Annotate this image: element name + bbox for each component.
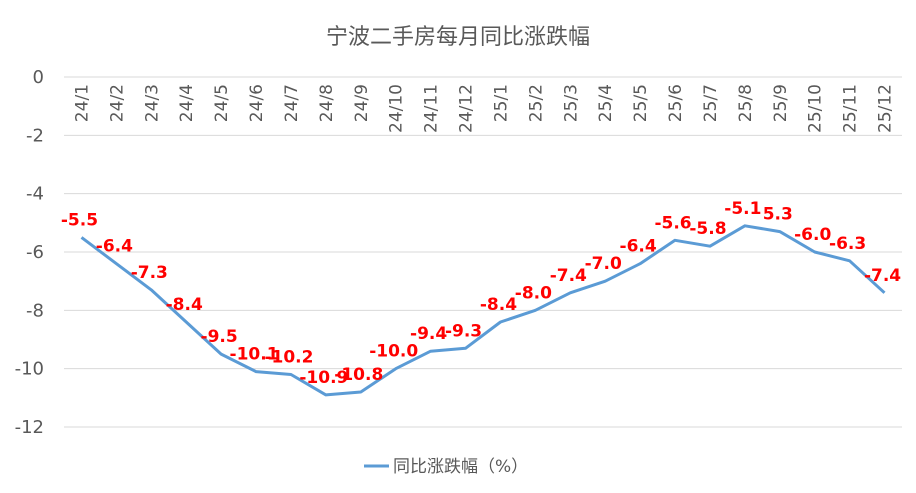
x-tick-label: 25/4	[596, 84, 616, 122]
data-label: -5.6	[654, 213, 691, 233]
data-label: -6.4	[620, 237, 657, 257]
data-label: 5.3	[763, 205, 793, 225]
legend-label: 同比涨跌幅（%）	[393, 457, 528, 477]
data-label: -10.1	[230, 345, 279, 365]
series-line	[80, 224, 886, 397]
x-tick-label: 25/5	[631, 84, 651, 122]
x-tick-label: 24/6	[247, 84, 267, 122]
x-tick-label: 25/6	[666, 84, 686, 122]
data-label: -5.5	[61, 210, 98, 230]
x-tick-label: 25/11	[841, 84, 861, 133]
x-tick-label: 25/1	[491, 84, 511, 122]
y-tick-label: -6	[26, 242, 44, 263]
x-tick-label: 24/4	[177, 84, 197, 122]
data-label: -5.8	[689, 219, 726, 239]
data-label: -5.1	[724, 199, 761, 219]
data-label: -10.8	[334, 365, 383, 385]
y-tick-label: -2	[26, 125, 44, 146]
x-tick-label: 24/3	[142, 84, 162, 122]
x-tick-label: 24/11	[422, 84, 442, 133]
data-label: -9.5	[201, 327, 238, 347]
data-label: -10.0	[369, 342, 418, 362]
y-tick-label: -10	[15, 359, 44, 380]
x-tick-label: 25/9	[771, 84, 791, 122]
x-tick-label: 25/2	[526, 84, 546, 122]
chart-title: 宁波二手房每月同比涨跌幅	[326, 25, 590, 50]
data-label: -6.0	[794, 225, 831, 245]
data-label: -7.0	[585, 254, 622, 274]
x-tick-label: 24/10	[387, 84, 407, 133]
data-label: -6.4	[96, 237, 133, 257]
x-tick-label: 25/8	[736, 84, 756, 122]
gridlines	[64, 76, 902, 428]
y-axis-ticks: 0 -2 -4 -6 -8 -10 -12	[15, 67, 44, 438]
x-tick-label: 24/9	[352, 84, 372, 122]
data-labels: -5.5 -6.4 -7.3 -8.4 -9.5-10.1-10.2-10.9-10.8…	[61, 199, 901, 388]
x-tick-label: 24/5	[212, 84, 232, 122]
x-tick-label: 24/7	[282, 84, 302, 122]
data-label: -7.3	[131, 263, 168, 283]
x-tick-label: 25/7	[701, 84, 721, 122]
y-tick-label: -4	[26, 184, 44, 205]
data-label: -8.4	[480, 295, 517, 315]
series-group	[80, 224, 886, 397]
data-label: -7.4	[550, 266, 587, 286]
data-label: -6.3	[829, 234, 866, 254]
x-tick-label: 24/8	[317, 84, 337, 122]
y-tick-label: 0	[33, 67, 44, 88]
data-label: -8.4	[166, 295, 203, 315]
data-label: -7.4	[864, 266, 901, 286]
data-label: -10.2	[264, 348, 313, 368]
y-tick-label: -12	[15, 417, 44, 438]
x-tick-label: 25/12	[876, 84, 896, 133]
x-tick-label: 24/2	[107, 84, 127, 122]
data-label: -9.3	[445, 321, 482, 341]
data-label: -8.0	[515, 283, 552, 303]
x-tick-label: 25/3	[561, 84, 581, 122]
y-tick-label: -8	[26, 300, 44, 321]
x-tick-label: 24/12	[457, 84, 477, 133]
x-axis-ticks: 24/1 24/2 24/3 24/4 24/5 24/6 24/7 24/8 24/9 24/1…	[72, 84, 895, 133]
data-label: -10.9	[299, 368, 348, 388]
data-label: -9.4	[410, 324, 447, 344]
legend: 同比涨跌幅（%）	[364, 457, 528, 477]
x-tick-label: 24/1	[72, 84, 92, 122]
x-tick-label: 25/10	[806, 84, 826, 133]
